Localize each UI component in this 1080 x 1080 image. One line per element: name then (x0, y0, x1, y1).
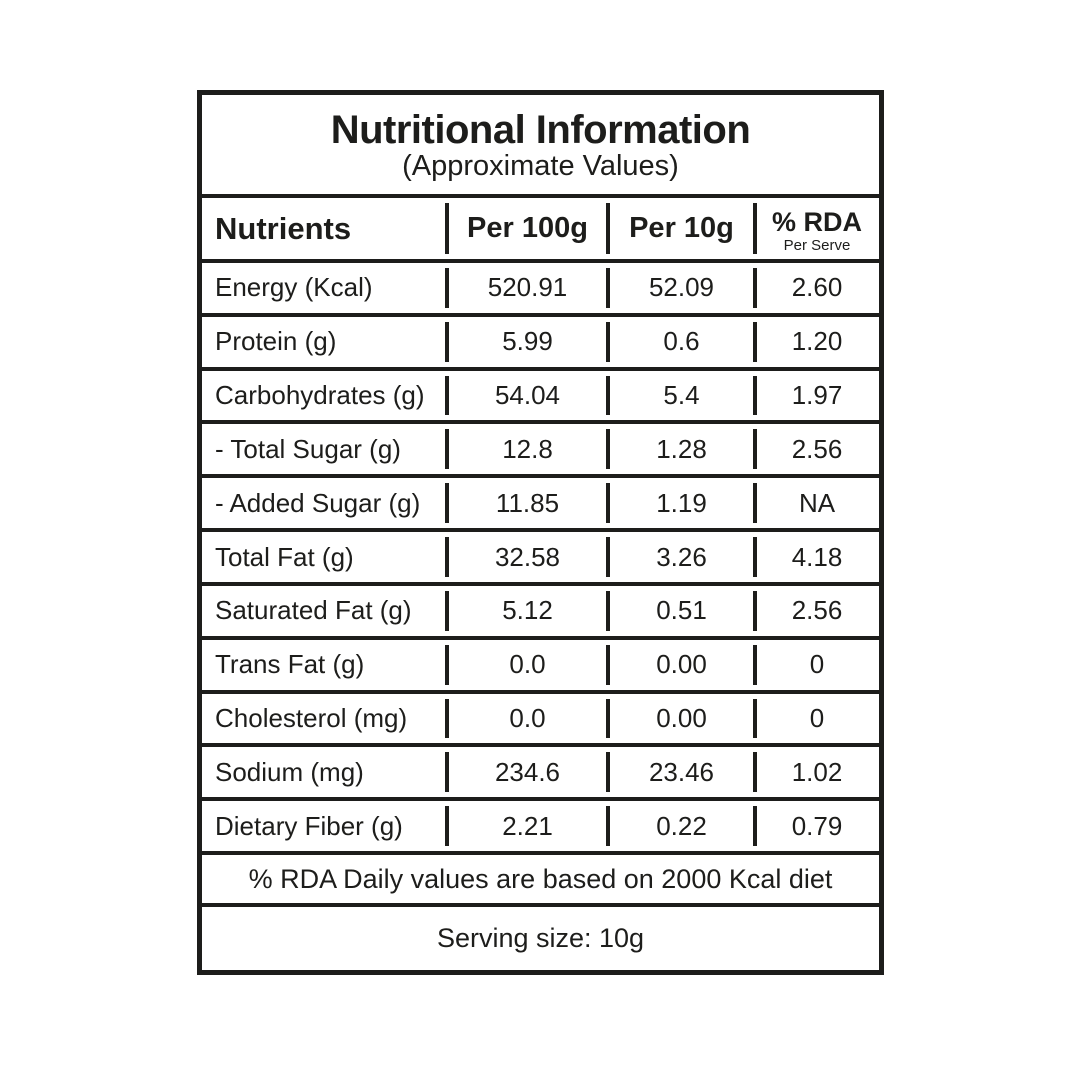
value-per100g: 12.8 (445, 424, 608, 474)
value-per10g: 0.22 (606, 801, 755, 851)
row-label: Energy (Kcal) (215, 272, 373, 303)
value-rda: 1.02 (753, 747, 879, 797)
table-row-protein: Protein (g) 5.99 0.6 1.20 (202, 317, 879, 371)
table-row-total-fat: Total Fat (g) 32.58 3.26 4.18 (202, 532, 879, 586)
value-per100g: 234.6 (445, 747, 608, 797)
row-label: Saturated Fat (g) (215, 595, 412, 626)
value-per100g: 54.04 (445, 371, 608, 421)
row-label: Dietary Fiber (g) (215, 810, 403, 841)
rda-header-label: % RDA (771, 206, 862, 237)
value-per100g: 5.99 (445, 317, 608, 367)
value-rda: 1.20 (753, 317, 879, 367)
table-row-total-sugar: - Total Sugar (g) 12.8 1.28 2.56 (202, 424, 879, 479)
row-label: Trans Fat (g) (215, 649, 365, 680)
value-per100g: 5.12 (445, 586, 608, 636)
table-title-block: Nutritional Information (Approximate Val… (202, 95, 879, 198)
value-per10g: 0.51 (606, 586, 755, 636)
value-per10g: 1.28 (606, 424, 755, 474)
row-label: - Added Sugar (g) (215, 487, 421, 518)
rda-footnote: % RDA Daily values are based on 2000 Kca… (202, 855, 879, 908)
table-row-saturated-fat: Saturated Fat (g) 5.12 0.51 2.56 (202, 586, 879, 640)
value-rda: 2.56 (753, 424, 879, 474)
value-rda: 0 (753, 694, 879, 744)
value-per10g: 5.4 (606, 371, 755, 421)
row-label: Sodium (mg) (215, 756, 364, 787)
row-label: Total Fat (g) (215, 541, 354, 572)
value-per100g: 32.58 (445, 532, 608, 582)
value-per10g: 0.00 (606, 694, 755, 744)
row-label: Cholesterol (mg) (215, 703, 408, 734)
rda-header-sublabel: Per Serve (783, 236, 851, 254)
table-row-dietary-fiber: Dietary Fiber (g) 2.21 0.22 0.79 (202, 801, 879, 856)
value-per10g: 3.26 (606, 532, 755, 582)
value-per10g: 52.09 (606, 263, 755, 313)
value-per10g: 0.00 (606, 640, 755, 690)
column-header-rda: % RDA Per Serve (753, 198, 879, 259)
table-row-energy: Energy (Kcal) 520.91 52.09 2.60 (202, 263, 879, 317)
value-per100g: 11.85 (445, 478, 608, 528)
value-rda: NA (753, 478, 879, 528)
row-label: Protein (g) (215, 326, 337, 357)
table-row-trans-fat: Trans Fat (g) 0.0 0.00 0 (202, 640, 879, 694)
value-per100g: 2.21 (445, 801, 608, 851)
value-per100g: 520.91 (445, 263, 608, 313)
value-rda: 2.60 (753, 263, 879, 313)
value-rda: 2.56 (753, 586, 879, 636)
value-per100g: 0.0 (445, 640, 608, 690)
column-header-nutrients: Nutrients (215, 210, 352, 246)
column-header-per10g: Per 10g (606, 198, 755, 259)
row-label: - Total Sugar (g) (215, 433, 401, 464)
value-per10g: 1.19 (606, 478, 755, 528)
page-subtitle: (Approximate Values) (402, 149, 679, 182)
column-header-per100g: Per 100g (445, 198, 608, 259)
table-row-cholesterol: Cholesterol (mg) 0.0 0.00 0 (202, 694, 879, 748)
value-rda: 1.97 (753, 371, 879, 421)
value-rda: 4.18 (753, 532, 879, 582)
table-row-sodium: Sodium (mg) 234.6 23.46 1.02 (202, 747, 879, 802)
nutrition-table: Nutritional Information (Approximate Val… (197, 90, 884, 975)
row-label: Carbohydrates (g) (215, 380, 425, 411)
page-title: Nutritional Information (330, 107, 751, 152)
table-row-carbohydrates: Carbohydrates (g) 54.04 5.4 1.97 (202, 371, 879, 425)
value-per10g: 0.6 (606, 317, 755, 367)
value-rda: 0.79 (753, 801, 879, 851)
value-per100g: 0.0 (445, 694, 608, 744)
serving-size-footnote: Serving size: 10g (436, 923, 645, 954)
table-row-added-sugar: - Added Sugar (g) 11.85 1.19 NA (202, 478, 879, 533)
value-per10g: 23.46 (606, 747, 755, 797)
table-header-row: Nutrients Per 100g Per 10g % RDA Per Ser… (202, 198, 879, 263)
value-rda: 0 (753, 640, 879, 690)
